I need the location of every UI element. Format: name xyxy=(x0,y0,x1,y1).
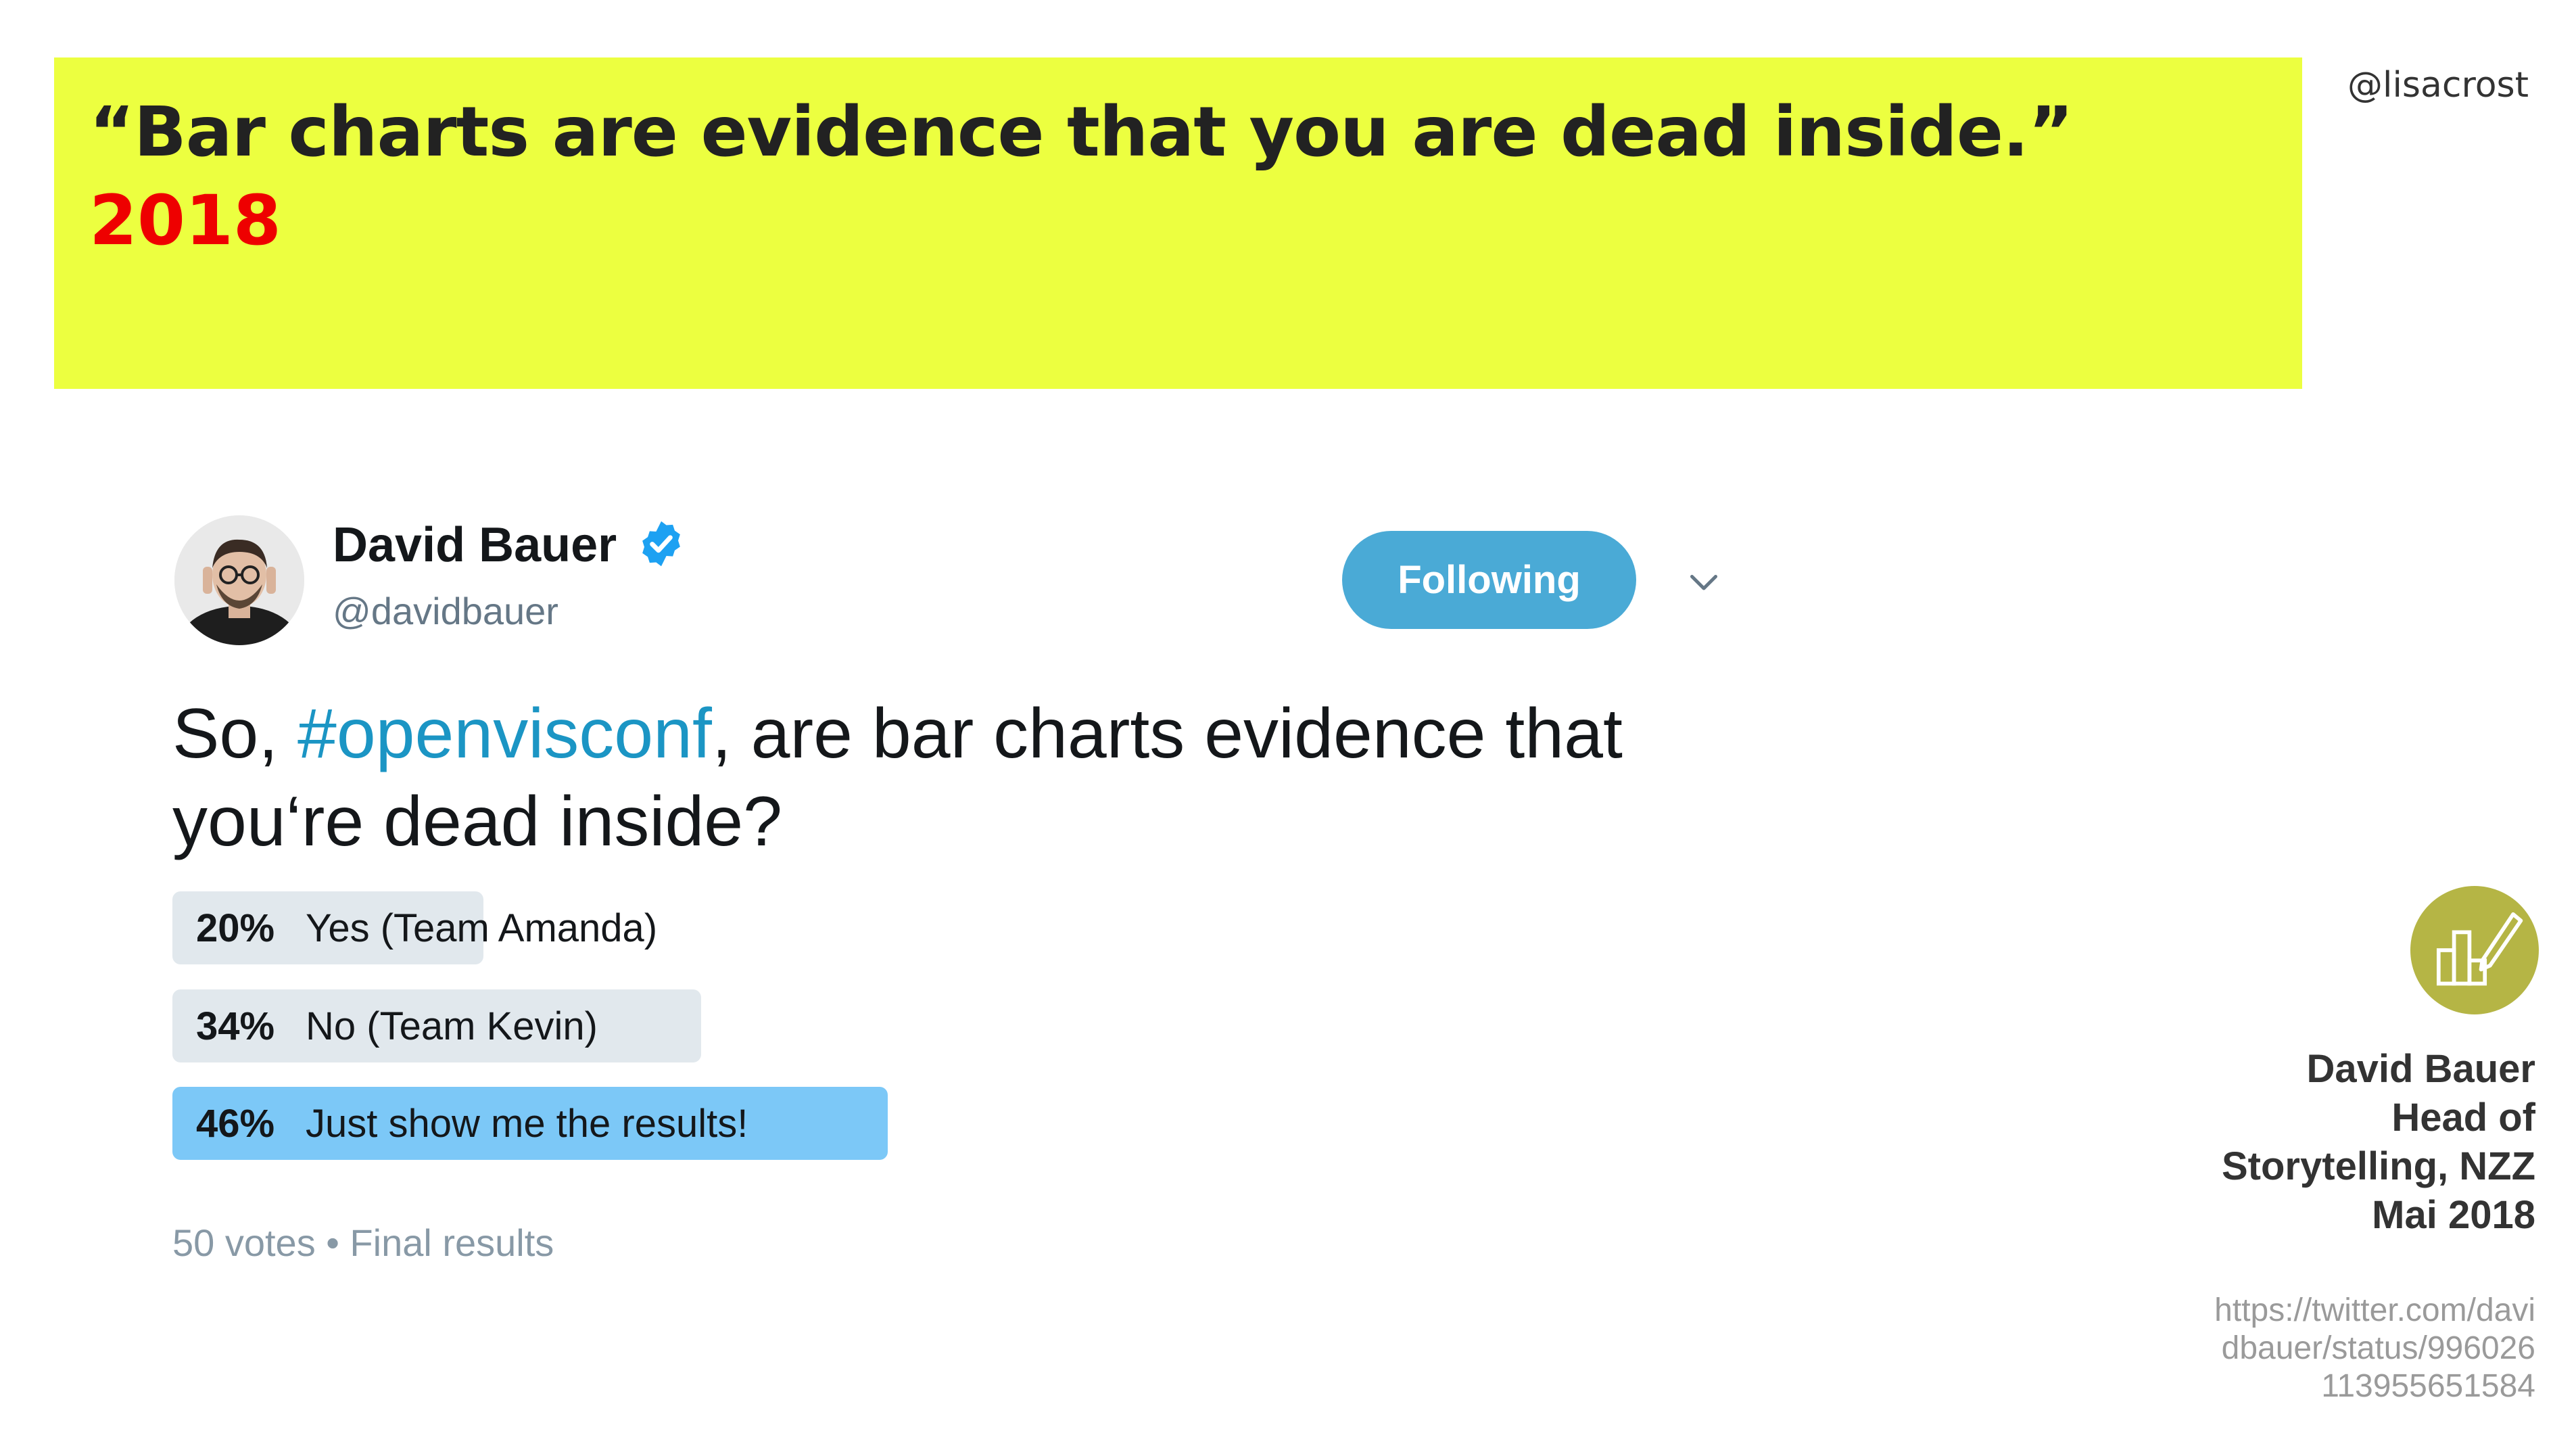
tweet-text-start: So, xyxy=(172,695,297,773)
poll-option-1-bar xyxy=(172,891,483,964)
poll-option-2-percent: 34% xyxy=(196,1004,275,1048)
tweet-text-end: , are bar charts evidence that you‘re de… xyxy=(172,695,1623,861)
credit-line: Mai 2018 xyxy=(2372,1193,2535,1237)
chevron-down-icon[interactable] xyxy=(1684,561,1724,602)
avatar-portrait-icon xyxy=(174,515,304,645)
tweet-text: So, #openvisconf, are bar charts evidenc… xyxy=(172,690,1727,866)
verified-badge-icon xyxy=(642,521,680,567)
poll-option-1-percent: 20% xyxy=(196,906,275,950)
source-url-line[interactable]: 113955651584 xyxy=(2321,1368,2535,1404)
credit-line: David Bauer xyxy=(2306,1047,2535,1091)
source-url-line[interactable]: dbauer/status/996026 xyxy=(2221,1330,2535,1366)
hashtag-link[interactable]: #openvisconf xyxy=(297,695,712,773)
poll-option-3-label: Just show me the results! xyxy=(306,1101,748,1146)
slide-year: 2018 xyxy=(89,181,281,261)
poll-option-1-label: Yes (Team Amanda) xyxy=(306,906,658,950)
poll-option-2-bar xyxy=(172,989,701,1062)
poll-footer: 50 votes • Final results xyxy=(172,1221,554,1264)
bar-chart-pen-icon xyxy=(2410,886,2539,1014)
author-twitter-handle: @lisacrost xyxy=(2347,65,2529,106)
title-banner xyxy=(54,57,2302,389)
credit-line: Head of xyxy=(2391,1096,2535,1140)
avatar[interactable] xyxy=(174,515,304,645)
tweet-author-handle[interactable]: @davidbauer xyxy=(333,590,558,632)
speaker-credit: David Bauer Head of Storytelling, NZZ Ma… xyxy=(2222,1045,2535,1240)
credit-line: Storytelling, NZZ xyxy=(2222,1144,2535,1188)
poll-option-3-percent: 46% xyxy=(196,1101,275,1146)
poll-option-3-bar xyxy=(172,1087,888,1160)
tweet-author-name[interactable]: David Bauer xyxy=(333,518,617,572)
following-button[interactable]: Following xyxy=(1342,531,1636,629)
slide-quote: “Bar charts are evidence that you are de… xyxy=(89,92,2074,172)
poll-option-2-label: No (Team Kevin) xyxy=(306,1004,598,1048)
source-url-line[interactable]: https://twitter.com/davi xyxy=(2214,1292,2535,1328)
source-url[interactable]: https://twitter.com/davi dbauer/status/9… xyxy=(2214,1292,2535,1405)
